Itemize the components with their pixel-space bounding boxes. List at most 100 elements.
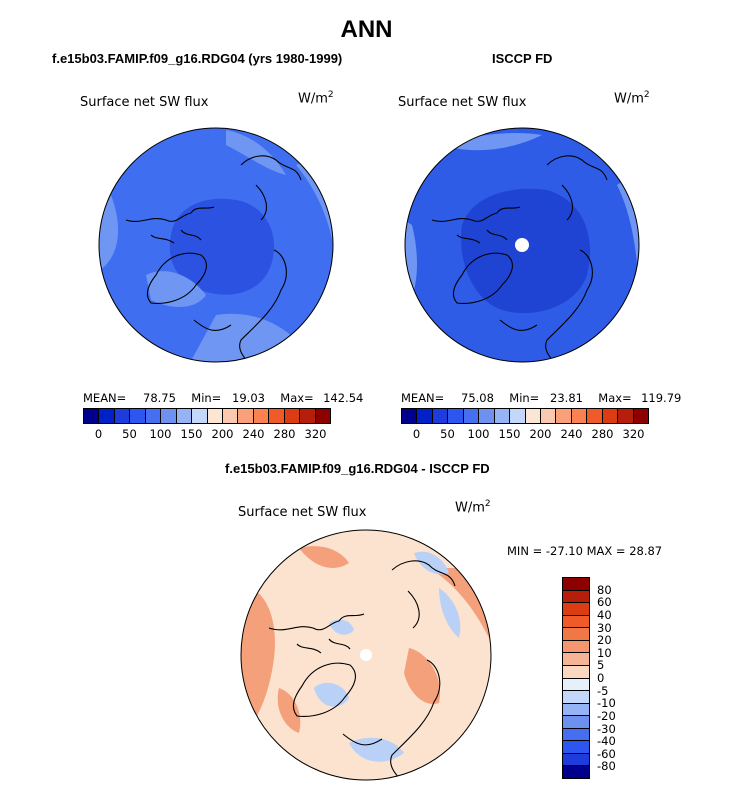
model-stats: MEAN= 78.75 Min= 19.03 Max= 142.54	[83, 391, 363, 405]
diff-polar-map	[240, 529, 492, 781]
model-mean-label: MEAN=	[83, 391, 127, 405]
diff-colorbar-swatch-12	[563, 728, 589, 742]
model-colorbar-swatch-8	[207, 409, 223, 423]
obs-max: 119.79	[641, 391, 682, 405]
model-colorbar	[83, 408, 331, 424]
diff-colorbar-swatch-10	[563, 703, 589, 717]
obs-colorbar-swatch-1	[417, 409, 433, 423]
model-colorbar-swatch-12	[269, 409, 285, 423]
obs-colorbar-tick-label: 280	[591, 427, 614, 441]
obs-polar-map	[404, 127, 640, 363]
diff-colorbar-tick-label: -10	[597, 696, 616, 711]
diff-minmax: MIN = -27.10 MAX = 28.87	[507, 544, 663, 558]
diff-colorbar-swatch-1	[563, 590, 589, 604]
obs-colorbar-swatch-12	[587, 409, 603, 423]
model-colorbar-swatch-6	[176, 409, 193, 423]
obs-panel-title: ISCCP FD	[492, 51, 553, 66]
model-colorbar-tick-label: 280	[273, 427, 296, 441]
diff-colorbar-swatch-6	[563, 653, 589, 666]
model-colorbar-swatch-11	[253, 409, 270, 423]
diff-colorbar-tick-label: 0	[597, 671, 605, 685]
diff-colorbar-tick-label: 40	[597, 607, 612, 622]
model-min: 19.03	[232, 391, 265, 405]
obs-colorbar-swatch-14	[618, 409, 634, 423]
diff-colorbar-tick-label: -5	[597, 683, 609, 698]
obs-min-label: Min=	[509, 391, 540, 405]
model-panel-title: f.e15b03.FAMIP.f09_g16.RDG04 (yrs 1980-1…	[52, 51, 343, 66]
diff-colorbar-swatch-8	[563, 678, 589, 692]
model-colorbar-swatch-14	[300, 409, 316, 423]
diff-colorbar-tick-label: 80	[597, 582, 612, 597]
diff-colorbar-swatch-7	[563, 665, 589, 679]
model-colorbar-swatch-7	[192, 409, 208, 423]
obs-colorbar-tick-label: 240	[560, 427, 583, 441]
obs-max-label: Max=	[598, 391, 632, 405]
obs-colorbar-swatch-8	[525, 409, 541, 423]
diff-colorbar-swatch-13	[563, 741, 589, 754]
diff-colorbar-swatch-11	[563, 716, 589, 729]
model-max-label: Max=	[280, 391, 314, 405]
obs-colorbar-tick-label: 0	[412, 427, 421, 441]
diff-colorbar-swatch-3	[563, 615, 589, 629]
obs-mean: 75.08	[461, 391, 494, 405]
diff-colorbar-swatch-4	[563, 628, 589, 641]
obs-colorbar-swatch-2	[432, 409, 449, 423]
diff-units: W/m2	[455, 499, 491, 516]
obs-colorbar-tick-label: 50	[440, 427, 455, 441]
model-max: 142.54	[323, 391, 364, 405]
model-colorbar-tick-label: 320	[304, 427, 327, 441]
diff-colorbar-tick-label: -30	[597, 721, 616, 736]
diff-colorbar-tick-label: -80	[597, 759, 616, 774]
model-min-label: Min=	[191, 391, 222, 405]
model-plot-label: Surface net SW flux	[80, 95, 209, 110]
obs-plot-label: Surface net SW flux	[398, 95, 527, 110]
diff-colorbar-tick-label: 60	[597, 595, 612, 610]
model-colorbar-tick-label: 240	[242, 427, 265, 441]
model-colorbar-swatch-1	[99, 409, 115, 423]
diff-colorbar-tick-label: 30	[597, 620, 612, 635]
obs-colorbar-swatch-9	[540, 409, 557, 423]
obs-units: W/m2	[614, 90, 650, 107]
diff-colorbar-swatch-9	[563, 691, 589, 704]
model-colorbar-tick-label: 150	[180, 427, 203, 441]
model-colorbar-tick-label: 100	[149, 427, 172, 441]
model-colorbar-swatch-2	[114, 409, 131, 423]
obs-colorbar-swatch-10	[556, 409, 572, 423]
obs-colorbar-tick-label: 100	[467, 427, 490, 441]
diff-colorbar-swatch-0	[563, 578, 589, 591]
obs-pole-mask	[515, 238, 529, 252]
obs-colorbar	[401, 408, 649, 424]
diff-colorbar-tick-label: -60	[597, 746, 616, 761]
model-colorbar-swatch-4	[145, 409, 162, 423]
diff-panel-title: f.e15b03.FAMIP.f09_g16.RDG04 - ISCCP FD	[225, 461, 490, 476]
obs-colorbar-swatch-11	[571, 409, 588, 423]
model-colorbar-swatch-0	[84, 409, 100, 423]
model-colorbar-tick-label: 200	[211, 427, 234, 441]
obs-colorbar-ticks: 0 50 100 150 200 240 280 320	[401, 427, 649, 441]
model-polar-map	[98, 127, 334, 363]
obs-colorbar-swatch-15	[633, 409, 648, 423]
main-title: ANN	[340, 16, 393, 43]
obs-stats: MEAN= 75.08 Min= 23.81 Max= 119.79	[401, 391, 681, 405]
diff-colorbar	[562, 577, 590, 779]
model-colorbar-swatch-3	[130, 409, 146, 423]
model-colorbar-swatch-13	[284, 409, 301, 423]
obs-colorbar-tick-label: 200	[529, 427, 552, 441]
obs-colorbar-swatch-4	[463, 409, 480, 423]
model-colorbar-swatch-10	[238, 409, 254, 423]
model-colorbar-swatch-5	[161, 409, 177, 423]
diff-colorbar-swatch-15	[563, 766, 589, 778]
model-colorbar-tick-label: 50	[122, 427, 137, 441]
obs-colorbar-swatch-13	[602, 409, 619, 423]
diff-colorbar-swatch-2	[563, 603, 589, 616]
obs-min: 23.81	[550, 391, 583, 405]
diff-colorbar-swatch-14	[563, 753, 589, 767]
model-mean: 78.75	[143, 391, 176, 405]
model-colorbar-ticks: 0 50 100 150 200 240 280 320	[83, 427, 331, 441]
obs-colorbar-tick-label: 150	[498, 427, 521, 441]
diff-colorbar-swatch-5	[563, 640, 589, 654]
obs-colorbar-swatch-7	[510, 409, 526, 423]
obs-colorbar-tick-label: 320	[622, 427, 645, 441]
obs-colorbar-swatch-5	[479, 409, 495, 423]
diff-colorbar-tick-label: 5	[597, 658, 605, 673]
